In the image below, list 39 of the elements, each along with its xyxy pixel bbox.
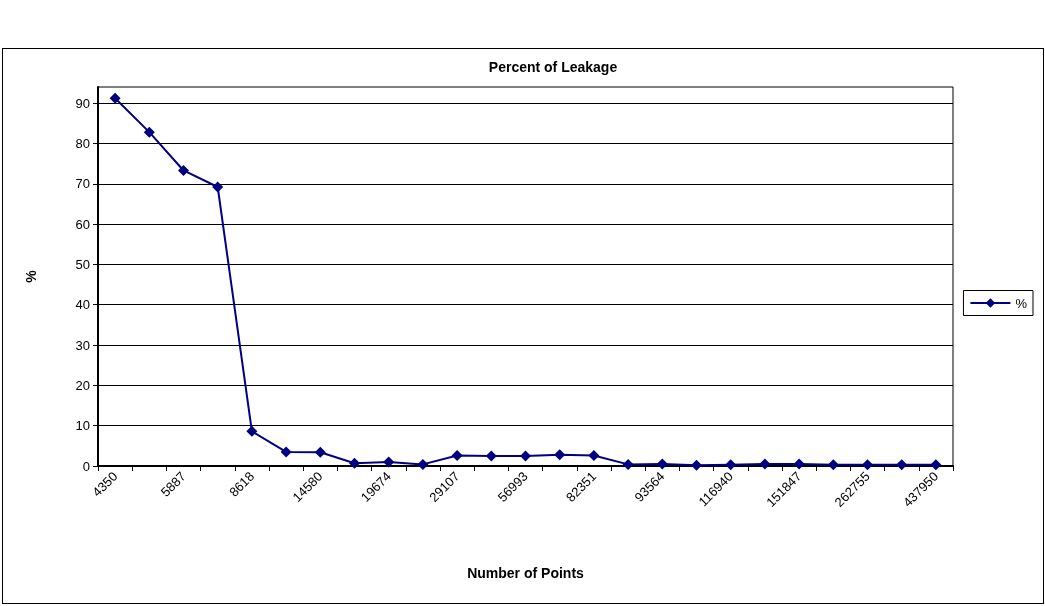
point — [554, 449, 566, 461]
point — [383, 456, 395, 468]
point — [656, 458, 668, 470]
point — [622, 458, 634, 470]
point — [896, 459, 908, 471]
point — [143, 126, 155, 138]
point — [178, 164, 189, 176]
point — [725, 459, 737, 471]
point — [827, 459, 839, 471]
point — [793, 458, 805, 470]
x-axis-title: Number of Points — [467, 565, 585, 581]
y-tick-label: 40 — [75, 297, 90, 313]
y-tick-label: 10 — [75, 418, 90, 434]
y-tick-label: 90 — [75, 95, 90, 111]
point — [588, 450, 600, 462]
y-tick-label: 80 — [75, 135, 90, 151]
chart-title: Percent of Leakage — [488, 59, 618, 75]
point — [862, 459, 873, 471]
point — [109, 92, 121, 104]
point — [451, 450, 463, 462]
point — [246, 425, 258, 437]
y-tick-label: 50 — [75, 256, 90, 272]
point — [280, 446, 292, 458]
y-tick-label: 20 — [75, 377, 90, 393]
point — [691, 459, 702, 471]
y-tick-label: 60 — [75, 216, 90, 232]
point — [485, 450, 497, 462]
point — [349, 457, 360, 469]
y-axis-title: % — [23, 269, 39, 283]
point — [417, 458, 429, 470]
y-tick-label: 0 — [82, 458, 90, 474]
y-tick-label: 70 — [75, 176, 90, 192]
legend-label: % — [1015, 295, 1028, 311]
point — [759, 458, 771, 470]
point — [930, 459, 942, 471]
point — [314, 446, 326, 458]
y-tick-label: 30 — [75, 337, 90, 353]
point — [520, 450, 531, 462]
point — [212, 181, 224, 193]
